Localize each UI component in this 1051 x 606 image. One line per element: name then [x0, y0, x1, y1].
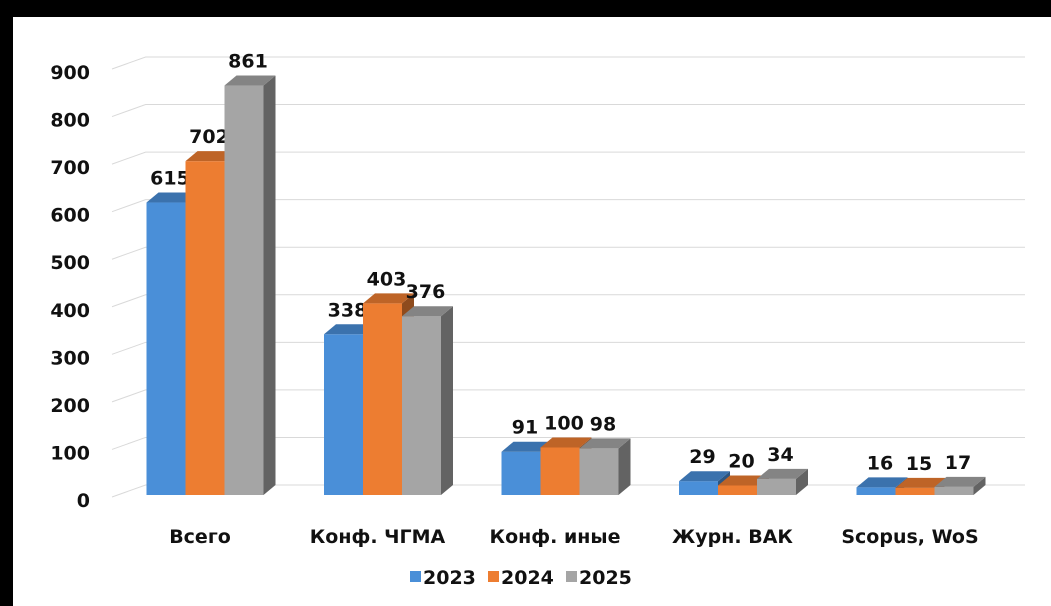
data-label: 16 [867, 452, 893, 474]
bar-side [263, 75, 276, 496]
bar [324, 334, 363, 495]
bar [402, 316, 441, 495]
bar-side [796, 468, 808, 495]
bar [540, 447, 580, 495]
data-label: 702 [189, 126, 229, 148]
bar-top [540, 437, 592, 448]
y-tick-label: 0 [77, 490, 90, 512]
data-label: 34 [767, 444, 793, 466]
bar-top [146, 192, 198, 203]
bar-side [973, 476, 986, 495]
bar [718, 485, 757, 495]
y-tick-label: 700 [50, 157, 90, 179]
bar-top [224, 75, 276, 86]
bar [856, 487, 896, 495]
x-tick-label: Всего [169, 526, 231, 548]
bar-top [934, 476, 986, 487]
grid-line [111, 294, 1025, 308]
data-label: 17 [945, 452, 971, 474]
bar-side [441, 306, 453, 495]
data-label: 20 [728, 450, 754, 472]
x-tick-label: Конф. иные [490, 526, 621, 548]
grid-line [111, 389, 1025, 403]
data-label: 403 [367, 268, 407, 290]
legend-label: 2025 [579, 567, 632, 589]
bar [146, 202, 186, 496]
legend-swatch [410, 571, 421, 582]
y-tick-label: 800 [50, 110, 90, 132]
y-tick-label: 600 [50, 205, 90, 227]
bar [757, 478, 796, 495]
frame-left [0, 0, 13, 606]
bar [224, 85, 264, 496]
y-tick-label: 200 [50, 395, 90, 417]
y-tick-label: 100 [50, 442, 90, 464]
bar-top [679, 471, 730, 482]
data-label: 338 [328, 299, 368, 321]
bar [679, 481, 718, 495]
data-label: 615 [150, 168, 190, 190]
bar-side [618, 438, 631, 495]
bar-top [501, 441, 553, 452]
bar [501, 451, 541, 495]
legend-label: 2023 [423, 567, 476, 589]
y-tick-label: 900 [50, 62, 90, 84]
y-tick-label: 300 [50, 347, 90, 369]
bar [363, 303, 402, 495]
grid-line [111, 56, 1025, 70]
data-label: 98 [590, 413, 616, 435]
x-tick-label: Конф. ЧГМА [310, 526, 446, 548]
legend-swatch [566, 571, 577, 582]
data-label: 376 [406, 281, 446, 303]
bar-top [718, 475, 769, 486]
bar-top [579, 438, 631, 449]
grid-line [111, 246, 1025, 260]
data-label: 91 [512, 417, 538, 439]
bar [934, 486, 974, 495]
data-label: 15 [906, 453, 932, 475]
grid-line [111, 341, 1025, 355]
bar-top [856, 477, 908, 488]
data-label: 29 [689, 446, 715, 468]
bar-top [757, 468, 808, 479]
data-label: 861 [228, 51, 268, 73]
y-tick-label: 400 [50, 300, 90, 322]
bar-top [185, 151, 237, 162]
x-tick-label: Scopus, WoS [841, 526, 978, 548]
data-label: 100 [544, 412, 584, 434]
grid-line [111, 151, 1025, 165]
legend-swatch [488, 571, 499, 582]
frame-top [0, 0, 1051, 17]
bar [579, 448, 619, 495]
bar [895, 487, 935, 495]
grid-line [111, 199, 1025, 213]
grid-line [111, 104, 1025, 118]
bar-top [363, 293, 414, 304]
bar-top [324, 324, 375, 335]
legend-label: 2024 [501, 567, 554, 589]
bar [185, 161, 225, 495]
bar-top [895, 477, 947, 488]
grid-line [111, 436, 1025, 450]
y-tick-label: 500 [50, 252, 90, 274]
bar-top [402, 306, 453, 317]
x-tick-label: Журн. ВАК [672, 526, 793, 548]
